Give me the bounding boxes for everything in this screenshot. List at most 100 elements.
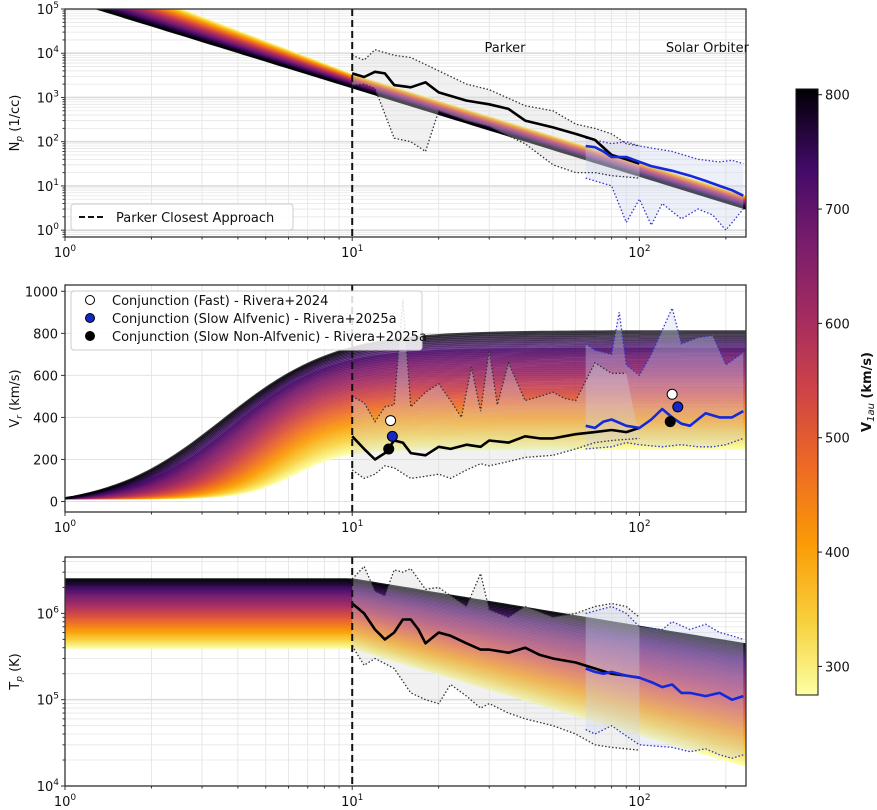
model-curve bbox=[65, 365, 746, 500]
model-curve bbox=[65, 638, 746, 753]
colorbar-tick-label: 400 bbox=[825, 546, 850, 561]
x-tick-label: 100 bbox=[54, 519, 77, 536]
model-curve bbox=[65, 631, 746, 741]
model-curve bbox=[65, 607, 746, 699]
model-curve bbox=[65, 602, 746, 689]
y-tick-label: 800 bbox=[33, 327, 58, 342]
legend-entry-label: Conjunction (Fast) - Rivera+2024 bbox=[112, 294, 328, 309]
model-curve bbox=[65, 582, 746, 654]
panel-density: 100 101 102 100 101 102 103 104 105 Np (1/cc) Park… bbox=[8, 1, 750, 261]
parker-range-band bbox=[352, 566, 640, 751]
model-curve bbox=[65, 359, 746, 500]
model-curve bbox=[65, 363, 746, 500]
legend: Parker Closest Approach bbox=[70, 203, 294, 231]
model-curve bbox=[65, 619, 746, 719]
model-curve bbox=[65, 636, 746, 749]
solo-max-line bbox=[585, 137, 744, 165]
solo-min-line bbox=[585, 177, 744, 232]
model-curve bbox=[65, 361, 746, 500]
colorbar: 300 400 500 600 700 800 V1au (km/s) bbox=[795, 88, 877, 696]
colorbar-gradient bbox=[795, 88, 819, 696]
model-curve bbox=[65, 613, 746, 709]
model-curve bbox=[65, 353, 746, 500]
panel-temperature: 100 101 102 104 105 106 Tp (K) bbox=[8, 556, 747, 810]
parker-min-line bbox=[351, 645, 640, 751]
model-curve bbox=[65, 625, 746, 729]
y-tick-label: 0 bbox=[50, 495, 58, 510]
conjunction-point-fast bbox=[385, 415, 397, 427]
model-curve bbox=[65, 345, 746, 500]
model-curve bbox=[65, 579, 746, 648]
parker-max-line bbox=[351, 299, 627, 423]
legend-entry-label: Conjunction (Slow Non-Alfvenic) - Rivera… bbox=[112, 330, 427, 345]
y-tick-label: 105 bbox=[37, 692, 59, 709]
model-curve bbox=[65, 578, 746, 646]
colorbar-tick-label: 500 bbox=[825, 432, 850, 447]
legend-box bbox=[70, 290, 423, 351]
parker-median-line bbox=[351, 70, 640, 165]
solo-min-line bbox=[585, 724, 744, 759]
model-curve bbox=[65, 617, 746, 715]
colorbar-tick-label: 800 bbox=[825, 89, 850, 104]
solo-median-line bbox=[585, 407, 744, 430]
parker-range-band bbox=[352, 299, 640, 479]
x-tick-label: 101 bbox=[341, 519, 363, 536]
y-tick-label: 105 bbox=[37, 1, 59, 18]
model-curve bbox=[65, 593, 746, 672]
model-curve bbox=[65, 623, 746, 727]
model-curve bbox=[65, 603, 746, 691]
conjunction-point-slow-non-alfvenic bbox=[664, 416, 676, 428]
annotation-solar-orbiter: Solar Orbiter bbox=[666, 41, 750, 56]
model-curve bbox=[65, 644, 746, 764]
parker-median-line bbox=[351, 602, 640, 679]
x-tick-label: 101 bbox=[341, 793, 363, 810]
legend: Conjunction (Fast) - Rivera+2024 Conjunct… bbox=[70, 290, 427, 351]
solo-max-line bbox=[585, 306, 744, 377]
model-curve bbox=[65, 622, 746, 725]
colorbar-label: V1au (km/s) bbox=[860, 352, 877, 432]
panel-velocity: 100 101 102 0 200 400 600 800 1000 Vr (km/s) Conju… bbox=[8, 284, 747, 536]
y-tick-label: 101 bbox=[37, 178, 59, 195]
model-curve bbox=[65, 628, 746, 735]
model-curve bbox=[65, 626, 746, 731]
legend-marker-icon bbox=[85, 331, 95, 341]
y-tick-label: 1000 bbox=[25, 285, 58, 300]
model-curve bbox=[65, 604, 746, 693]
x-tick-label: 102 bbox=[628, 244, 650, 261]
y-tick-label: 103 bbox=[37, 89, 59, 106]
y-axis-label: Np (1/cc) bbox=[8, 95, 25, 152]
legend-entry-label: Parker Closest Approach bbox=[116, 211, 274, 226]
y-tick-label: 400 bbox=[33, 411, 58, 426]
axes-frame bbox=[64, 8, 747, 238]
x-tick-label: 100 bbox=[54, 244, 77, 261]
model-curve bbox=[65, 595, 746, 676]
model-curve bbox=[65, 589, 746, 666]
solo-range-band bbox=[585, 308, 744, 449]
x-tick-label: 102 bbox=[628, 519, 650, 536]
y-tick-label: 200 bbox=[33, 453, 58, 468]
parker-min-line bbox=[351, 437, 640, 480]
conjunction-point-slow-non-alfvenic bbox=[383, 443, 395, 455]
y-axis-label: Tp (K) bbox=[8, 653, 25, 690]
x-tick-label: 102 bbox=[628, 793, 650, 810]
model-curve bbox=[65, 351, 746, 500]
axes-frame bbox=[64, 556, 747, 787]
model-curve bbox=[65, 639, 746, 755]
legend-marker-icon bbox=[85, 313, 95, 323]
model-curve bbox=[65, 349, 746, 500]
annotation-parker: Parker bbox=[485, 41, 527, 56]
model-curve bbox=[65, 642, 746, 760]
colorbar-tick-label: 600 bbox=[825, 317, 850, 332]
conjunction-point-slow-alfvenic bbox=[386, 430, 398, 442]
model-curve bbox=[65, 646, 746, 768]
x-tick-label: 101 bbox=[341, 244, 363, 261]
model-curve bbox=[65, 590, 746, 668]
model-curve bbox=[65, 581, 746, 652]
y-tick-label: 104 bbox=[37, 778, 60, 795]
legend-entry-label: Conjunction (Slow Alfvenic) - Rivera+202… bbox=[112, 312, 397, 327]
model-curve bbox=[65, 610, 746, 703]
model-curve bbox=[65, 618, 746, 717]
legend-marker-icon bbox=[85, 295, 95, 305]
model-curve bbox=[65, 634, 746, 745]
